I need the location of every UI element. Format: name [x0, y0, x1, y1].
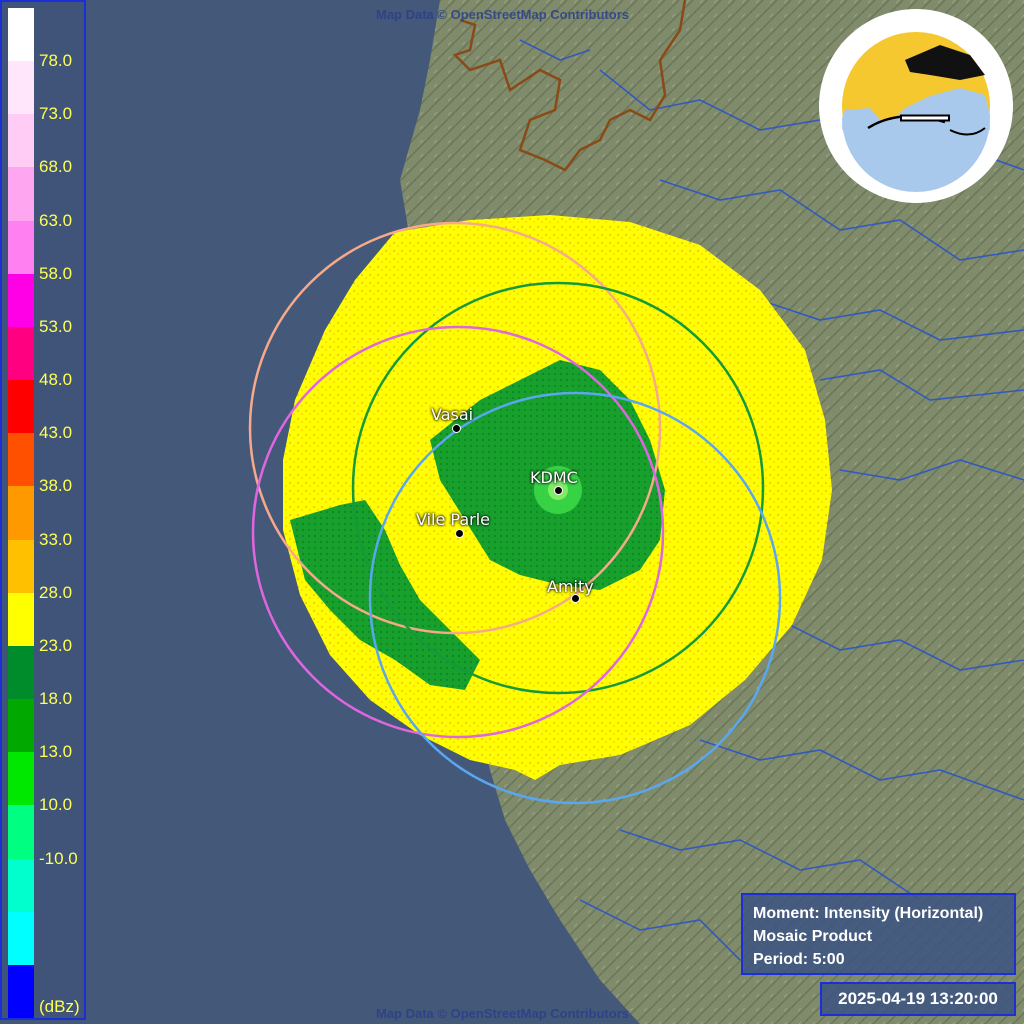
- legend-label: 38.0: [39, 476, 73, 496]
- legend-swatch: [8, 326, 34, 381]
- legend-label: -10.0: [39, 848, 78, 868]
- legend-swatch: [8, 592, 34, 647]
- radar-echo-green-west: [290, 500, 480, 690]
- attribution-bottom: Map Data © OpenStreetMap Contributors: [376, 1006, 629, 1021]
- range-ring-blue[interactable]: [368, 391, 782, 805]
- color-scale-legend: 78.0 73.0 68.0 63.0 58.0 53.0 48.0 43.0 38.0 33.0…: [0, 0, 86, 1020]
- product-info-box: Moment: Intensity (Horizontal) Mosaic Pr…: [741, 893, 1016, 975]
- legend-swatch: [8, 805, 34, 860]
- period-text: Period: 5:00: [753, 951, 845, 968]
- legend-swatch: [8, 911, 34, 966]
- legend-swatch: [8, 61, 34, 115]
- legend-unit: (dBz): [39, 997, 80, 1016]
- legend-swatch: [8, 433, 34, 487]
- city-dot: [554, 486, 563, 495]
- legend-swatch: [8, 8, 34, 62]
- legend-label: 28.0: [39, 582, 73, 602]
- product-text: Mosaic Product: [753, 928, 873, 945]
- legend-label: 73.0: [39, 104, 73, 124]
- range-ring-pink[interactable]: [251, 325, 665, 739]
- legend-swatch: [8, 645, 34, 700]
- legend-swatch: [8, 486, 34, 541]
- legend-swatch: [8, 220, 34, 275]
- legend-label: 23.0: [39, 635, 73, 655]
- legend-label: 13.0: [39, 742, 73, 762]
- legend-swatch: [8, 167, 34, 222]
- legend-swatch: [8, 964, 34, 1019]
- imd-logo: [819, 9, 1013, 203]
- city-label: Amity: [547, 577, 594, 596]
- legend-label: 48.0: [39, 370, 73, 390]
- moment-text: Moment: Intensity (Horizontal): [753, 905, 984, 922]
- legend-swatch: [8, 539, 34, 594]
- legend-label: 53.0: [39, 316, 73, 336]
- range-ring-green[interactable]: [351, 281, 765, 695]
- legend-label: 10.0: [39, 795, 73, 815]
- city-dot: [571, 594, 580, 603]
- legend-label: 78.0: [39, 51, 73, 71]
- legend-swatch: [8, 699, 34, 753]
- timestamp-box: 2025-04-19 13:20:00: [820, 982, 1016, 1016]
- city-label: Vile Parle: [416, 510, 491, 529]
- legend-label: 58.0: [39, 263, 73, 283]
- legend-swatch: [8, 380, 34, 434]
- legend-swatch: [8, 858, 34, 913]
- legend-swatch: [8, 114, 34, 168]
- city-dot: [455, 529, 464, 538]
- attribution-top: Map Data © OpenStreetMap Contributors: [376, 7, 629, 22]
- legend-label: 18.0: [39, 689, 73, 709]
- legend-swatch: [8, 273, 34, 328]
- range-ring-peach[interactable]: [248, 221, 662, 635]
- legend-swatch: [8, 752, 34, 806]
- legend-label: 33.0: [39, 529, 73, 549]
- city-dot: [452, 424, 461, 433]
- legend-label: 63.0: [39, 210, 73, 230]
- district-boundary: [452, 0, 687, 172]
- legend-label: 43.0: [39, 423, 73, 443]
- city-label: KDMC: [530, 468, 578, 487]
- city-label: Vasai: [431, 405, 474, 424]
- legend-label: 68.0: [39, 157, 73, 177]
